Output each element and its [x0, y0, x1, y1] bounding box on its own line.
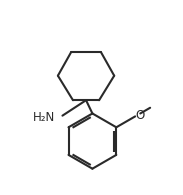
Text: H₂N: H₂N	[33, 111, 56, 124]
Text: O: O	[136, 109, 145, 122]
